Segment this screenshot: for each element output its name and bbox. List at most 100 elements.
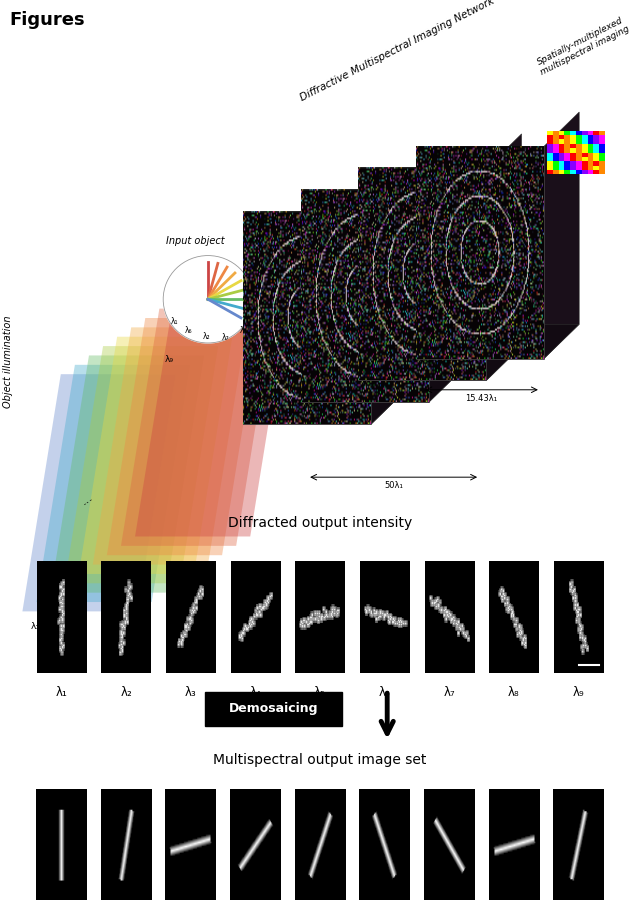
Polygon shape: [358, 168, 486, 380]
Text: λ₃: λ₃: [185, 687, 196, 700]
Bar: [576, 148, 582, 152]
Bar: [576, 135, 582, 140]
Text: λ₇: λ₇: [222, 333, 230, 342]
Bar: [547, 152, 553, 157]
Bar: [564, 130, 570, 135]
Bar: [599, 152, 605, 157]
Bar: [547, 148, 553, 152]
Bar: [559, 162, 564, 165]
Bar: [570, 157, 576, 162]
Bar: [588, 135, 593, 140]
Bar: [559, 135, 564, 140]
Bar: [582, 152, 588, 157]
Bar: [588, 170, 593, 174]
Text: λ₇: λ₇: [444, 687, 455, 700]
Polygon shape: [371, 177, 406, 424]
Bar: [559, 165, 564, 170]
Text: λ₅: λ₅: [254, 279, 262, 288]
Bar: [553, 140, 559, 144]
Circle shape: [163, 255, 253, 343]
Bar: [588, 152, 593, 157]
Bar: [582, 135, 588, 140]
Bar: [570, 135, 576, 140]
Polygon shape: [429, 156, 464, 402]
Bar: [599, 157, 605, 162]
Bar: [564, 170, 570, 174]
Bar: [599, 165, 605, 170]
Text: ...: ...: [77, 490, 95, 508]
Polygon shape: [243, 212, 371, 424]
Bar: [547, 140, 553, 144]
Polygon shape: [301, 368, 464, 402]
Polygon shape: [135, 299, 289, 536]
Text: λ₁: λ₁: [171, 317, 179, 326]
Bar: [582, 148, 588, 152]
Polygon shape: [22, 375, 176, 611]
Bar: [564, 144, 570, 148]
Bar: [547, 135, 553, 140]
Bar: [553, 165, 559, 170]
Bar: [570, 140, 576, 144]
Bar: [570, 130, 576, 135]
Bar: [588, 130, 593, 135]
Bar: [564, 157, 570, 162]
Text: Input object: Input object: [166, 236, 225, 246]
Bar: [576, 140, 582, 144]
Text: λ₃: λ₃: [59, 603, 68, 612]
Bar: [559, 148, 564, 152]
Bar: [559, 157, 564, 162]
Bar: [553, 157, 559, 162]
Polygon shape: [65, 346, 218, 583]
Text: λ₂: λ₂: [120, 687, 132, 700]
Bar: [559, 140, 564, 144]
Bar: [582, 140, 588, 144]
Bar: [570, 170, 576, 174]
Text: λ₅: λ₅: [314, 687, 326, 700]
Bar: [593, 140, 599, 144]
Text: λ₈: λ₈: [508, 687, 520, 700]
Bar: [576, 130, 582, 135]
Text: λ₆: λ₆: [185, 326, 193, 335]
Text: 15.43λ₁: 15.43λ₁: [465, 394, 497, 403]
Text: λ₂: λ₂: [203, 332, 211, 341]
Bar: [570, 144, 576, 148]
Bar: [553, 130, 559, 135]
Bar: [564, 162, 570, 165]
Bar: [593, 162, 599, 165]
Bar: [576, 157, 582, 162]
Text: λ₉: λ₉: [165, 354, 174, 364]
Bar: [559, 170, 564, 174]
FancyBboxPatch shape: [205, 691, 342, 726]
Text: Diffracted output intensity: Diffracted output intensity: [228, 516, 412, 531]
Bar: [576, 165, 582, 170]
Bar: [582, 157, 588, 162]
Bar: [570, 165, 576, 170]
Polygon shape: [51, 355, 204, 593]
Text: Demosaicing: Demosaicing: [229, 702, 318, 715]
Bar: [599, 162, 605, 165]
Bar: [593, 148, 599, 152]
Bar: [599, 170, 605, 174]
Bar: [593, 135, 599, 140]
Text: λ₉: λ₉: [573, 687, 584, 700]
Bar: [576, 152, 582, 157]
Bar: [593, 170, 599, 174]
Bar: [588, 140, 593, 144]
Bar: [588, 148, 593, 152]
Text: Figures: Figures: [10, 11, 85, 29]
Text: λ₃: λ₃: [239, 326, 247, 335]
Bar: [553, 152, 559, 157]
Bar: [547, 130, 553, 135]
Bar: [570, 162, 576, 165]
Text: Multispectral output image set: Multispectral output image set: [213, 753, 427, 767]
Bar: [599, 148, 605, 152]
Polygon shape: [416, 324, 579, 359]
Text: Spatially-multiplexed
multispectral imaging: Spatially-multiplexed multispectral imag…: [534, 16, 631, 77]
Text: λ₁: λ₁: [56, 687, 67, 700]
Bar: [588, 157, 593, 162]
Polygon shape: [243, 390, 406, 424]
Text: Diffractive Multispectral Imaging Network: Diffractive Multispectral Imaging Networ…: [298, 0, 495, 103]
Text: λ₉: λ₉: [252, 261, 260, 270]
Bar: [576, 170, 582, 174]
Bar: [553, 144, 559, 148]
